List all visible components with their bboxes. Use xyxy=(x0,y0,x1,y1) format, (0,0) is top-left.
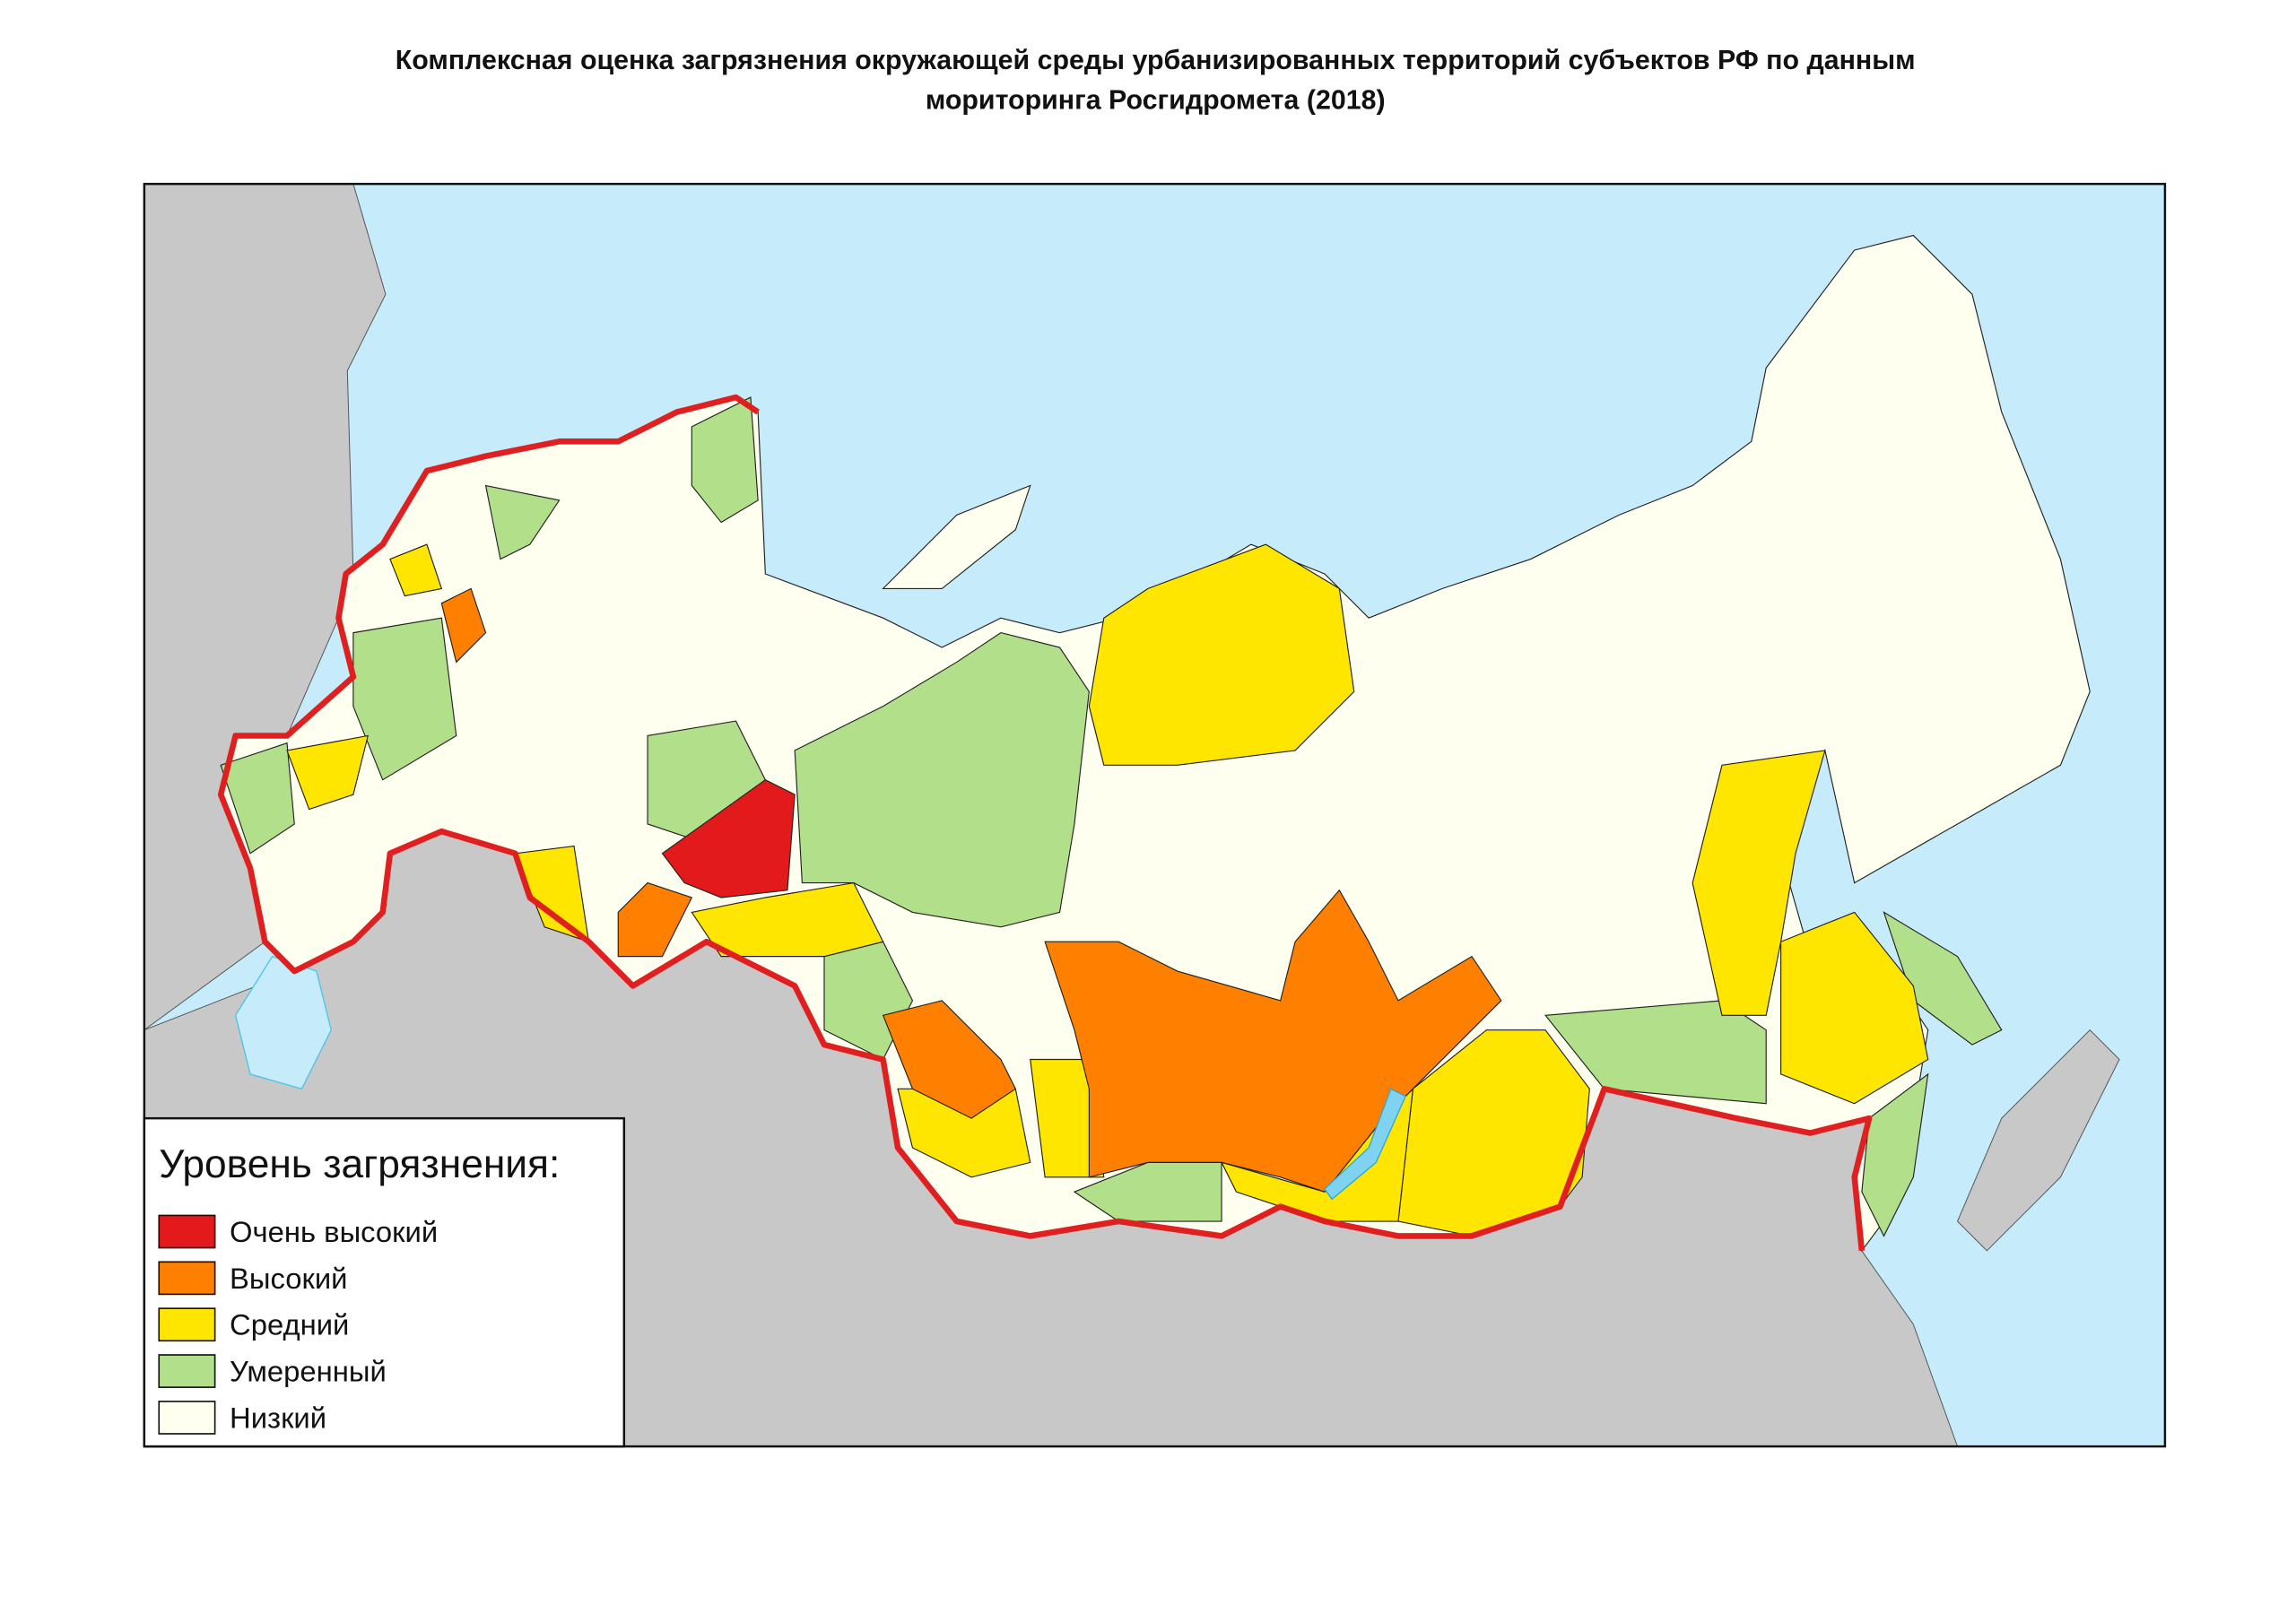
region xyxy=(1030,1058,1105,1178)
foreign-land-west xyxy=(144,183,387,1031)
region xyxy=(389,543,443,597)
region xyxy=(691,881,884,958)
region xyxy=(220,742,295,855)
legend-swatch xyxy=(158,1401,216,1435)
region xyxy=(661,779,796,898)
title-line: Комплексная оценка загрязнения окружающе… xyxy=(396,46,1916,75)
novaya-zemlya xyxy=(882,484,1031,589)
legend: Уровень загрязнения: Очень высокий Высоки… xyxy=(143,1116,626,1448)
legend-label: Высокий xyxy=(230,1262,347,1295)
title-line: мориторинга Росгидромета (2018) xyxy=(926,85,1386,115)
state-border xyxy=(217,394,1873,1252)
caspian-sea xyxy=(234,955,332,1090)
legend-title: Уровень загрязнения: xyxy=(159,1142,560,1186)
legend-label: Умеренный xyxy=(230,1355,387,1388)
legend-label: Очень высокий xyxy=(230,1215,438,1248)
region xyxy=(484,484,561,560)
legend-swatch xyxy=(158,1214,216,1249)
legend-label: Низкий xyxy=(230,1401,326,1434)
region xyxy=(1544,1000,1767,1105)
lake-baikal xyxy=(1324,1088,1407,1201)
region xyxy=(1044,889,1502,1193)
legend-swatch xyxy=(158,1261,216,1296)
region xyxy=(1692,750,1826,1016)
region xyxy=(1073,1161,1222,1222)
japan xyxy=(1956,1028,2120,1252)
region xyxy=(1861,1072,1929,1237)
region xyxy=(617,881,693,958)
map-frame xyxy=(143,182,2167,1448)
region xyxy=(1780,911,1929,1105)
region xyxy=(1088,543,1355,766)
legend-swatch xyxy=(158,1307,216,1342)
region xyxy=(286,734,370,811)
region xyxy=(1397,1029,1590,1237)
regions xyxy=(220,396,2003,1237)
region xyxy=(882,1000,1017,1119)
legend-swatch xyxy=(158,1354,216,1388)
legend-label: Средний xyxy=(230,1308,349,1341)
legend-box xyxy=(143,1116,626,1448)
region xyxy=(352,617,457,781)
region xyxy=(440,587,487,664)
